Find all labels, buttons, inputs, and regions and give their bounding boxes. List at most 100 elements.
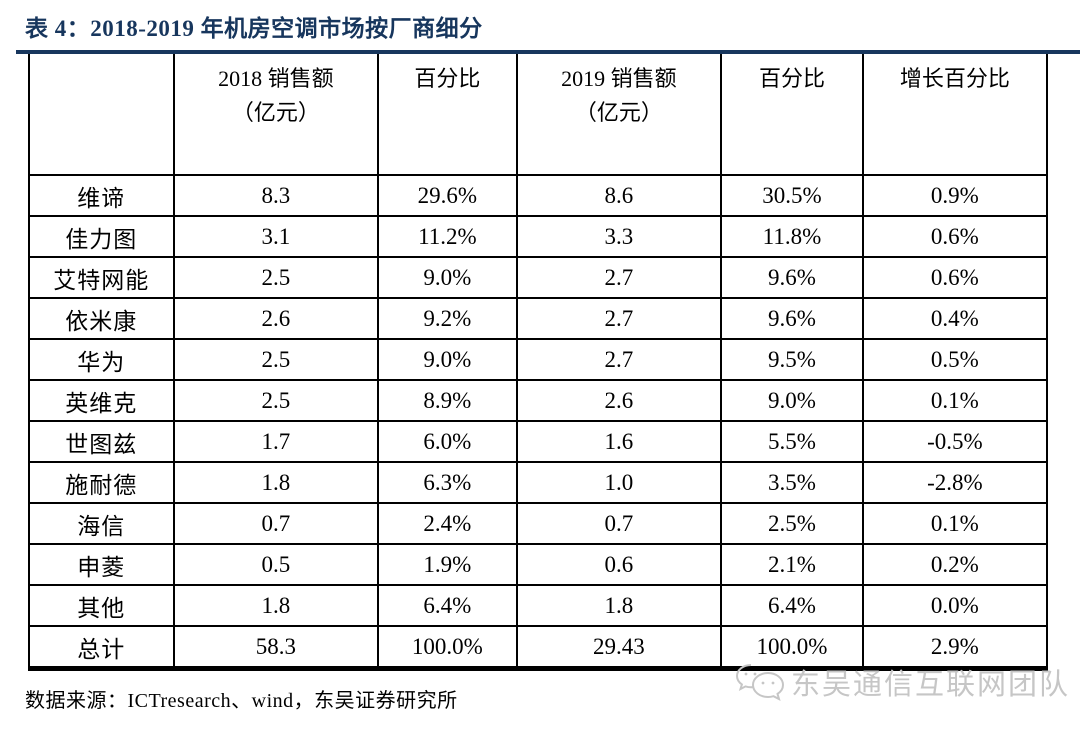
header-line1: 增长百分比 — [899, 66, 1010, 91]
sales-2018-cell: 3.1 — [172, 215, 380, 258]
sales-2018-cell: 8.3 — [172, 174, 380, 217]
sales-2018-cell: 2.5 — [172, 338, 380, 381]
pct-2018-cell: 6.3% — [377, 461, 518, 504]
table-row: 维谛 8.3 29.6% 8.6 30.5% 0.9% — [28, 174, 1049, 217]
vendor-cell: 海信 — [28, 502, 175, 545]
sales-2018-cell: 1.8 — [172, 461, 380, 504]
growth-pct-cell: 0.1% — [861, 502, 1049, 545]
header-line2: （亿元） — [574, 100, 663, 126]
header-line1: 2018 销售额 — [218, 66, 334, 91]
sales-2019-cell: 3.3 — [515, 215, 723, 258]
growth-pct-cell: 0.6% — [861, 215, 1049, 258]
sales-2019-cell: 0.7 — [515, 502, 723, 545]
vendor-cell: 其他 — [28, 584, 175, 627]
header-sales-2018: 2018 销售额 （亿元） — [172, 54, 380, 176]
vendor-cell: 华为 — [28, 338, 175, 381]
sales-2018-cell: 58.3 — [172, 625, 380, 670]
pct-2018-cell: 11.2% — [377, 215, 518, 258]
table-row: 佳力图 3.1 11.2% 3.3 11.8% 0.6% — [28, 215, 1049, 258]
pct-2019-cell: 5.5% — [720, 420, 864, 463]
vendor-cell: 施耐德 — [28, 461, 175, 504]
pct-2018-cell: 6.0% — [377, 420, 518, 463]
pct-2019-cell: 2.5% — [720, 502, 864, 545]
table-header: 2018 销售额 （亿元） 百分比 2019 销售额 （亿元） 百分比 增长百分… — [28, 54, 1049, 176]
table-row: 总计 58.3 100.0% 29.43 100.0% 2.9% — [28, 625, 1049, 670]
pct-2018-cell: 9.2% — [377, 297, 518, 340]
growth-pct-cell: 0.9% — [861, 174, 1049, 217]
pct-2019-cell: 100.0% — [720, 625, 864, 670]
header-sales-2019: 2019 销售额 （亿元） — [515, 54, 723, 176]
sales-2019-cell: 1.8 — [515, 584, 723, 627]
pct-2018-cell: 6.4% — [377, 584, 518, 627]
pct-2018-cell: 9.0% — [377, 338, 518, 381]
pct-2019-cell: 11.8% — [720, 215, 864, 258]
table-row: 申菱 0.5 1.9% 0.6 2.1% 0.2% — [28, 543, 1049, 586]
header-growth-pct: 增长百分比 — [861, 54, 1049, 176]
vendor-cell: 艾特网能 — [28, 256, 175, 299]
vendor-cell: 佳力图 — [28, 215, 175, 258]
table-row: 海信 0.7 2.4% 0.7 2.5% 0.1% — [28, 502, 1049, 545]
sales-2018-cell: 0.5 — [172, 543, 380, 586]
pct-2018-cell: 100.0% — [377, 625, 518, 670]
header-line2: （亿元） — [231, 100, 320, 126]
table-row: 艾特网能 2.5 9.0% 2.7 9.6% 0.6% — [28, 256, 1049, 299]
sales-2018-cell: 2.5 — [172, 256, 380, 299]
header-vendor — [28, 54, 175, 176]
table-row: 施耐德 1.8 6.3% 1.0 3.5% -2.8% — [28, 461, 1049, 504]
header-pct-2019: 百分比 — [720, 54, 864, 176]
header-pct-2018: 百分比 — [377, 54, 518, 176]
sales-2018-cell: 1.7 — [172, 420, 380, 463]
pct-2019-cell: 9.5% — [720, 338, 864, 381]
pct-2019-cell: 9.0% — [720, 379, 864, 422]
header-row: 2018 销售额 （亿元） 百分比 2019 销售额 （亿元） 百分比 增长百分… — [28, 54, 1049, 176]
growth-pct-cell: 0.1% — [861, 379, 1049, 422]
growth-pct-cell: -0.5% — [861, 420, 1049, 463]
table-row: 依米康 2.6 9.2% 2.7 9.6% 0.4% — [28, 297, 1049, 340]
header-line1: 百分比 — [414, 66, 481, 91]
vendor-market-table: 2018 销售额 （亿元） 百分比 2019 销售额 （亿元） 百分比 增长百分… — [28, 54, 1049, 671]
sales-2019-cell: 2.7 — [515, 297, 723, 340]
pct-2018-cell: 2.4% — [377, 502, 518, 545]
pct-2019-cell: 9.6% — [720, 297, 864, 340]
sales-2018-cell: 2.5 — [172, 379, 380, 422]
vendor-cell: 总计 — [28, 625, 175, 670]
growth-pct-cell: 0.0% — [861, 584, 1049, 627]
sales-2019-cell: 29.43 — [515, 625, 723, 670]
sales-2019-cell: 0.6 — [515, 543, 723, 586]
pct-2019-cell: 6.4% — [720, 584, 864, 627]
table-row: 其他 1.8 6.4% 1.8 6.4% 0.0% — [28, 584, 1049, 627]
title-rule — [16, 50, 1080, 54]
pct-2019-cell: 3.5% — [720, 461, 864, 504]
vendor-cell: 依米康 — [28, 297, 175, 340]
growth-pct-cell: 0.2% — [861, 543, 1049, 586]
table-body: 维谛 8.3 29.6% 8.6 30.5% 0.9% 佳力图 3.1 11.2… — [28, 174, 1049, 670]
sales-2019-cell: 1.6 — [515, 420, 723, 463]
growth-pct-cell: 0.4% — [861, 297, 1049, 340]
sales-2019-cell: 2.7 — [515, 256, 723, 299]
sales-2018-cell: 0.7 — [172, 502, 380, 545]
header-line1: 百分比 — [758, 66, 825, 91]
vendor-cell: 世图兹 — [28, 420, 175, 463]
pct-2019-cell: 2.1% — [720, 543, 864, 586]
sales-2019-cell: 1.0 — [515, 461, 723, 504]
sales-2018-cell: 2.6 — [172, 297, 380, 340]
pct-2018-cell: 29.6% — [377, 174, 518, 217]
growth-pct-cell: 0.5% — [861, 338, 1049, 381]
pct-2019-cell: 30.5% — [720, 174, 864, 217]
vendor-cell: 维谛 — [28, 174, 175, 217]
growth-pct-cell: -2.8% — [861, 461, 1049, 504]
data-source-note: 数据来源：ICTresearch、wind，东吴证券研究所 — [25, 690, 458, 712]
vendor-cell: 申菱 — [28, 543, 175, 586]
header-line1: 2019 销售额 — [561, 66, 677, 91]
pct-2019-cell: 9.6% — [720, 256, 864, 299]
sales-2019-cell: 8.6 — [515, 174, 723, 217]
table-row: 英维克 2.5 8.9% 2.6 9.0% 0.1% — [28, 379, 1049, 422]
pct-2018-cell: 1.9% — [377, 543, 518, 586]
table-row: 世图兹 1.7 6.0% 1.6 5.5% -0.5% — [28, 420, 1049, 463]
sales-2018-cell: 1.8 — [172, 584, 380, 627]
growth-pct-cell: 2.9% — [861, 625, 1049, 670]
vendor-cell: 英维克 — [28, 379, 175, 422]
pct-2018-cell: 8.9% — [377, 379, 518, 422]
growth-pct-cell: 0.6% — [861, 256, 1049, 299]
sales-2019-cell: 2.7 — [515, 338, 723, 381]
